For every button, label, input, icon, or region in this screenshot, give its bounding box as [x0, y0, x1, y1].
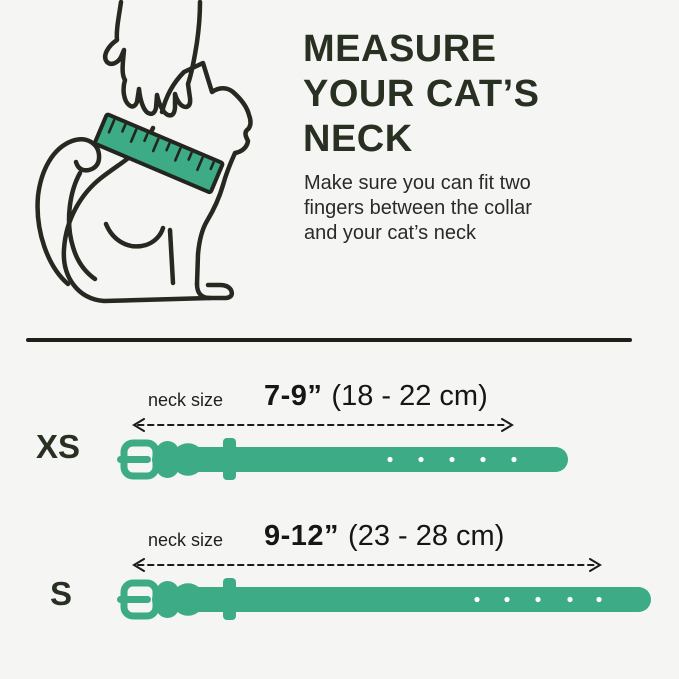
size-label-s: S — [50, 575, 73, 612]
subtitle-line-3: and your cat’s neck — [304, 222, 476, 244]
strap-keeper — [223, 438, 236, 480]
size-label-xs: XS — [36, 428, 81, 465]
title-line-3: NECK — [303, 118, 413, 160]
collar-d-ring — [171, 583, 205, 616]
collar-strap — [152, 587, 651, 612]
subtitle-line-1: Make sure you can fit two — [304, 172, 531, 194]
collar-holes — [474, 596, 602, 603]
cat-outline-icon — [35, 60, 253, 304]
size-cm-xs: (18 - 22 cm) — [331, 380, 488, 412]
cat-neck-measure-illustration — [35, 0, 253, 304]
collar-xs-graphic — [117, 438, 568, 480]
measuring-tape-icon — [93, 112, 225, 195]
collar-d-ring — [171, 443, 205, 476]
size-inches-s: 9-12” — [264, 520, 340, 552]
subtitle-line-2: fingers between the collar — [304, 197, 532, 219]
page-title: MEASURE YOUR CAT’S NECK — [303, 27, 540, 162]
size-inches-xs: 7-9” — [264, 380, 323, 412]
petting-hand-icon — [102, 0, 203, 118]
strap-keeper — [223, 578, 236, 620]
neck-size-caption-xs: neck size — [148, 390, 224, 410]
collar-holes — [387, 456, 517, 463]
collar-strap — [152, 447, 568, 472]
size-cm-s: (23 - 28 cm) — [348, 520, 505, 552]
section-divider — [26, 338, 632, 342]
size-dimension-xs: 7-9” (18 - 22 cm) — [264, 382, 488, 411]
title-line-1: MEASURE — [303, 28, 497, 70]
page-subtitle: Make sure you can fit two fingers betwee… — [304, 171, 532, 246]
collar-s-graphic — [117, 578, 651, 620]
neck-size-caption-s: neck size — [148, 530, 224, 550]
range-arrow-s — [132, 558, 602, 572]
range-arrow-xs — [132, 418, 514, 432]
size-dimension-s: 9-12” (23 - 28 cm) — [264, 522, 504, 551]
title-line-2: YOUR CAT’S — [303, 73, 540, 115]
